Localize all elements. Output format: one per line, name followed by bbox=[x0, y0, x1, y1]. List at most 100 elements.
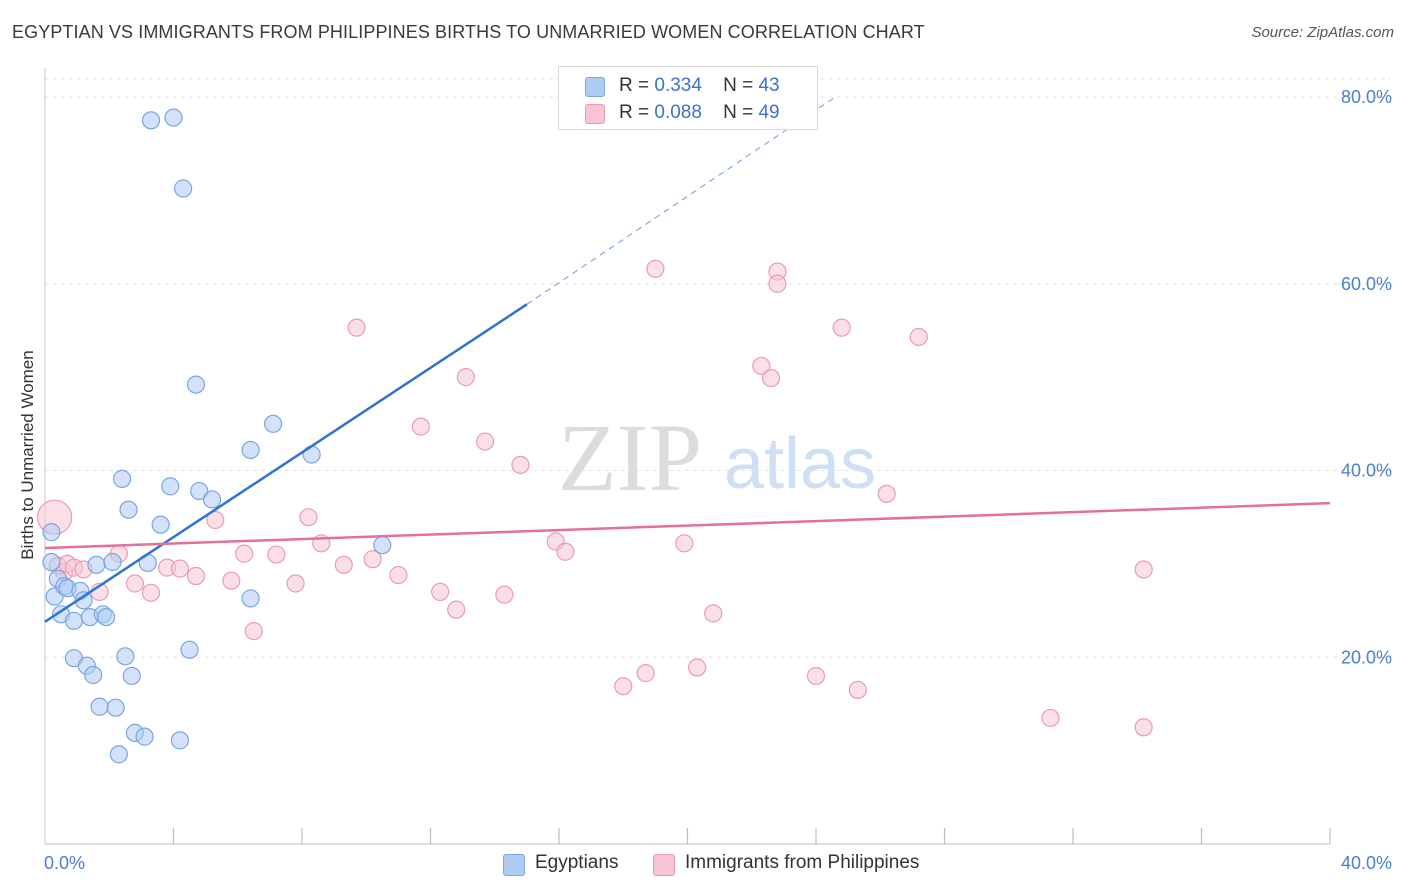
egyptians-point bbox=[119, 500, 138, 519]
y-tick-label: 80.0% bbox=[1341, 87, 1392, 107]
philippines-point bbox=[806, 666, 826, 686]
n-value: 49 bbox=[758, 102, 780, 123]
philippines-point bbox=[363, 550, 382, 569]
philippines-point bbox=[267, 545, 286, 564]
egyptians-point bbox=[96, 607, 116, 627]
philippines-point bbox=[768, 274, 787, 293]
philippines-point bbox=[170, 559, 190, 578]
egyptians-point bbox=[84, 665, 103, 685]
philippines-point bbox=[877, 484, 896, 503]
philippines-point bbox=[347, 318, 366, 337]
egyptians-point bbox=[42, 523, 61, 542]
watermark: ZIP atlas bbox=[558, 404, 876, 511]
bottom-legend-swatch-pink bbox=[653, 854, 675, 876]
r-value: 0.088 bbox=[654, 102, 702, 123]
philippines-point bbox=[1134, 718, 1153, 737]
egyptians-point bbox=[373, 536, 392, 555]
bottom-legend-label-egyptians: Egyptians bbox=[535, 852, 619, 873]
philippines-point bbox=[704, 604, 723, 623]
philippines-point bbox=[909, 327, 928, 347]
philippines-point bbox=[286, 574, 305, 593]
bottom-legend-swatch-blue bbox=[503, 854, 525, 876]
bottom-legend-label-philippines: Immigrants from Philippines bbox=[685, 852, 920, 873]
egyptians-point bbox=[109, 745, 128, 764]
philippines-point bbox=[456, 368, 475, 387]
legend-text-egyptians: R = 0.334 N = 43 bbox=[619, 75, 780, 97]
philippines-point bbox=[476, 432, 495, 451]
egyptians-point bbox=[141, 111, 161, 130]
philippines-point bbox=[511, 455, 530, 474]
egyptians-point bbox=[161, 477, 180, 496]
legend-swatch-blue bbox=[585, 77, 605, 97]
philippines-point bbox=[832, 318, 851, 337]
r-label: R = bbox=[619, 75, 650, 96]
points-layer bbox=[37, 108, 1153, 764]
egyptians-point bbox=[263, 414, 283, 433]
philippines-point bbox=[848, 680, 867, 700]
stats-legend: R = 0.334 N = 43 R = 0.088 N = 49 bbox=[558, 66, 818, 130]
philippines-point bbox=[186, 566, 206, 586]
tick-labels: 20.0% 40.0% 60.0% 80.0% 0.0% 40.0% bbox=[44, 87, 1392, 873]
egyptians-point bbox=[241, 440, 260, 460]
x-tick-label-min: 0.0% bbox=[44, 853, 85, 873]
egyptians-point bbox=[174, 179, 193, 198]
egyptians-point bbox=[87, 555, 106, 574]
watermark-zip: ZIP bbox=[558, 404, 702, 511]
egyptians-point bbox=[186, 375, 206, 394]
philippines-point bbox=[411, 417, 430, 436]
philippines-point bbox=[1041, 708, 1060, 728]
egyptians-point bbox=[170, 731, 190, 750]
watermark-atlas: atlas bbox=[724, 424, 876, 504]
n-label: N = bbox=[723, 75, 754, 96]
philippines-point bbox=[761, 368, 781, 388]
chart-source: Source: ZipAtlas.com bbox=[1251, 24, 1394, 41]
egyptians-point bbox=[180, 640, 199, 659]
philippines-point bbox=[431, 582, 450, 601]
philippines-point bbox=[389, 565, 408, 585]
philippines-point bbox=[688, 658, 707, 677]
legend-swatch-pink bbox=[585, 104, 605, 124]
philippines-point bbox=[125, 574, 145, 593]
philippines-point bbox=[235, 544, 254, 563]
egyptians-point bbox=[202, 490, 222, 509]
philippines-point bbox=[299, 508, 318, 527]
egyptians-point bbox=[74, 591, 93, 610]
n-label: N = bbox=[723, 102, 754, 123]
egyptians-point bbox=[164, 108, 183, 127]
y-tick-label: 20.0% bbox=[1341, 647, 1392, 667]
philippines-point bbox=[646, 259, 665, 278]
egyptians-point bbox=[103, 552, 122, 572]
r-label: R = bbox=[619, 102, 650, 123]
egyptians-point bbox=[122, 666, 141, 686]
philippines-point bbox=[206, 510, 225, 530]
philippines-point bbox=[1134, 560, 1153, 579]
egyptians-point bbox=[151, 515, 170, 534]
philippines-point bbox=[447, 600, 466, 619]
philippines-point bbox=[556, 542, 575, 561]
legend-text-philippines: R = 0.088 N = 49 bbox=[619, 102, 780, 124]
philippines-point bbox=[636, 664, 655, 683]
egyptians-point bbox=[64, 611, 84, 630]
grid-layer bbox=[45, 78, 1390, 658]
x-tick-label-max: 40.0% bbox=[1341, 853, 1392, 873]
egyptians-point bbox=[241, 589, 260, 608]
philippines-point bbox=[675, 534, 694, 553]
egyptians-trendline-extension bbox=[526, 96, 836, 305]
y-tick-label: 60.0% bbox=[1341, 274, 1392, 294]
egyptians-trendline bbox=[44, 303, 528, 623]
egyptians-point bbox=[190, 481, 209, 501]
philippines-point bbox=[334, 555, 353, 574]
philippines-point bbox=[222, 571, 241, 590]
axis-layer bbox=[44, 68, 1331, 845]
trend-layer bbox=[44, 96, 1331, 623]
egyptians-point bbox=[90, 697, 109, 716]
philippines-point bbox=[614, 677, 633, 696]
philippines-trendline bbox=[44, 501, 1331, 550]
y-tick-label: 40.0% bbox=[1341, 461, 1392, 481]
egyptians-point bbox=[112, 469, 132, 489]
egyptians-point bbox=[116, 647, 135, 666]
philippines-point bbox=[244, 622, 263, 641]
philippines-point bbox=[141, 583, 161, 602]
r-value: 0.334 bbox=[654, 75, 702, 96]
